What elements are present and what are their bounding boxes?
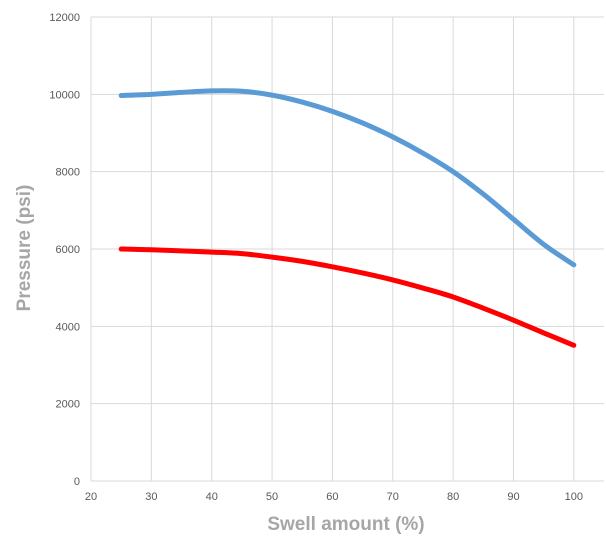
x-tick-label: 50 — [266, 491, 278, 503]
x-tick-label: 90 — [507, 491, 519, 503]
gridlines — [90, 16, 604, 482]
y-tick-label: 2000 — [56, 399, 80, 411]
x-tick-label: 70 — [387, 491, 399, 503]
y-tick-label: 12000 — [49, 12, 80, 24]
series-line-1 — [118, 88, 577, 268]
x-tick-label: 40 — [206, 491, 218, 503]
x-tick-label: 20 — [85, 491, 97, 503]
tick-labels: 20 30 40 50 60 70 80 90 100 0 2000 4000 6000 8000 1000… — [49, 12, 583, 503]
x-tick-label: 80 — [447, 491, 459, 503]
y-tick-label: 8000 — [56, 167, 80, 179]
y-axis-title: Pressure (psi) — [14, 185, 35, 312]
y-tick-label: 0 — [74, 476, 80, 488]
y-tick-label: 6000 — [56, 244, 80, 256]
x-tick-label: 30 — [145, 491, 157, 503]
series-lines — [118, 88, 577, 348]
x-axis-title: Swell amount (%) — [267, 514, 424, 535]
x-tick-label: 100 — [565, 491, 583, 503]
y-tick-label: 10000 — [49, 89, 80, 101]
x-tick-label: 60 — [326, 491, 338, 503]
series-line-2 — [118, 246, 577, 348]
y-tick-label: 4000 — [56, 321, 80, 333]
